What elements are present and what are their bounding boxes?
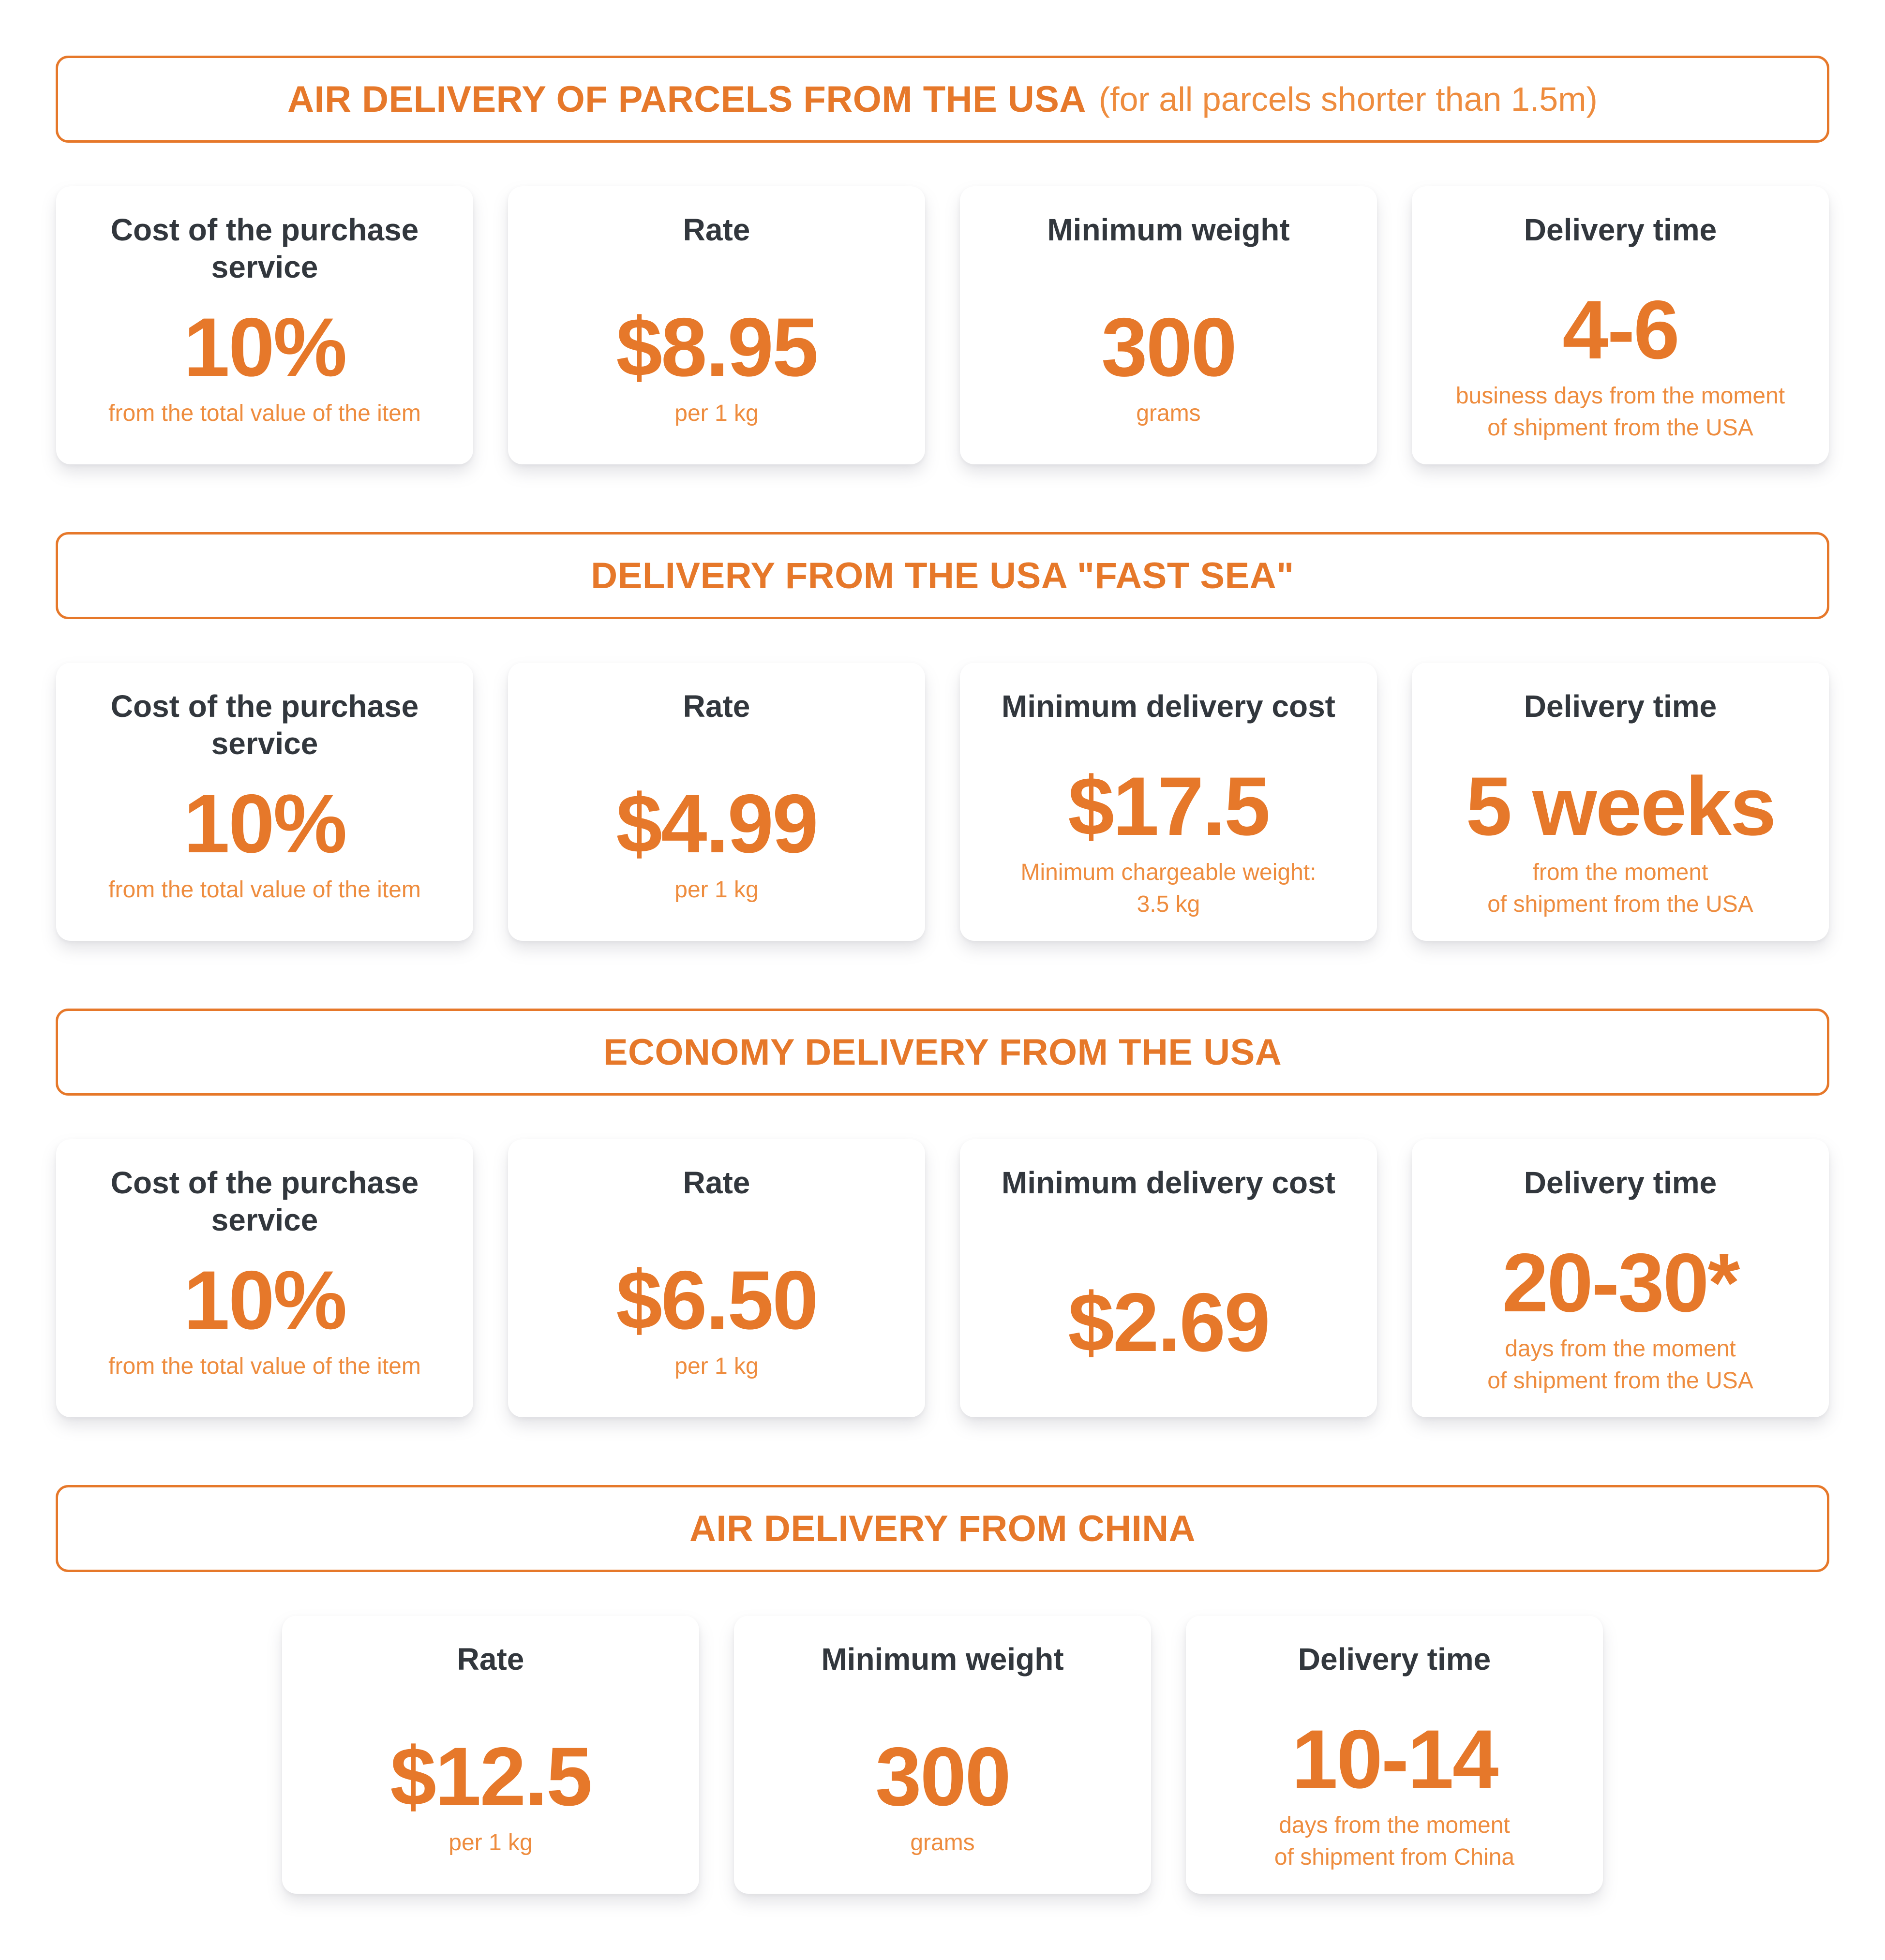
- section-title: AIR DELIVERY OF PARCELS FROM THE USA: [287, 78, 1086, 120]
- card-title: Minimum delivery cost: [1002, 689, 1335, 724]
- cards-row: Cost of the purchase service 10% from th…: [56, 663, 1829, 941]
- info-card: Cost of the purchase service 10% from th…: [56, 1139, 473, 1417]
- card-subtext: from the total value of the item: [108, 876, 421, 903]
- card-subtext: from the moment of shipment from the USA: [1487, 859, 1753, 917]
- section-header: ECONOMY DELIVERY FROM THE USA: [56, 1009, 1829, 1096]
- info-card: Minimum weight 300 grams: [960, 186, 1377, 464]
- card-title: Minimum weight: [1047, 212, 1290, 247]
- card-subtext: per 1 kg: [674, 400, 759, 426]
- section-fast-sea-usa: DELIVERY FROM THE USA "FAST SEA" Cost of…: [56, 532, 1829, 941]
- card-title: Rate: [683, 689, 750, 724]
- card-title: Rate: [457, 1642, 524, 1677]
- card-subtext: per 1 kg: [674, 876, 759, 903]
- card-value: 300: [1101, 300, 1237, 394]
- card-value: 10-14: [1291, 1712, 1499, 1806]
- card-title: Rate: [683, 212, 750, 247]
- card-title: Delivery time: [1524, 689, 1717, 724]
- card-value: 10%: [183, 1253, 347, 1347]
- card-title: Minimum weight: [821, 1642, 1064, 1677]
- cards-row: Cost of the purchase service 10% from th…: [56, 1139, 1829, 1417]
- card-title: Rate: [683, 1165, 750, 1200]
- card-subtext: days from the moment of shipment from th…: [1487, 1336, 1753, 1394]
- card-title: Delivery time: [1524, 1165, 1717, 1200]
- info-card: Cost of the purchase service 10% from th…: [56, 186, 473, 464]
- info-card: Rate $6.50 per 1 kg: [508, 1139, 925, 1417]
- card-subtext: per 1 kg: [674, 1353, 759, 1379]
- section-economy-usa: ECONOMY DELIVERY FROM THE USA Cost of th…: [56, 1009, 1829, 1417]
- info-card: Minimum delivery cost $17.5 Minimum char…: [960, 663, 1377, 941]
- card-value: 10%: [183, 777, 347, 870]
- info-card: Cost of the purchase service 10% from th…: [56, 663, 473, 941]
- card-subtext: from the total value of the item: [108, 400, 421, 426]
- card-subtext: days from the moment of shipment from Ch…: [1274, 1812, 1515, 1870]
- info-card: Minimum weight 300 grams: [734, 1616, 1151, 1894]
- info-card: Delivery time 20-30* days from the momen…: [1412, 1139, 1829, 1417]
- card-subtext: Minimum chargeable weight: 3.5 kg: [1020, 859, 1317, 917]
- info-card: Delivery time 10-14 days from the moment…: [1186, 1616, 1603, 1894]
- card-title: Cost of the purchase service: [110, 212, 419, 284]
- section-air-delivery-usa: AIR DELIVERY OF PARCELS FROM THE USA (fo…: [56, 56, 1829, 464]
- card-subtext: grams: [1136, 400, 1201, 426]
- card-value: 5 weeks: [1466, 759, 1777, 853]
- card-subtext: grams: [910, 1829, 975, 1856]
- card-title: Minimum delivery cost: [1002, 1165, 1335, 1200]
- card-subtext: business days from the moment of shipmen…: [1455, 383, 1785, 441]
- card-subtext: from the total value of the item: [108, 1353, 421, 1379]
- section-title: DELIVERY FROM THE USA "FAST SEA": [591, 555, 1294, 596]
- card-value: 10%: [183, 300, 347, 394]
- card-value: 300: [875, 1730, 1011, 1823]
- info-card: Delivery time 5 weeks from the moment of…: [1412, 663, 1829, 941]
- section-header: DELIVERY FROM THE USA "FAST SEA": [56, 532, 1829, 619]
- card-value: $4.99: [616, 777, 818, 870]
- section-air-delivery-china: AIR DELIVERY FROM CHINA Rate $12.5 per 1…: [56, 1485, 1829, 1894]
- card-title: Cost of the purchase service: [110, 1165, 419, 1237]
- card-value: $8.95: [616, 300, 818, 394]
- card-subtext: per 1 kg: [449, 1829, 533, 1856]
- card-value: 4-6: [1562, 283, 1680, 376]
- section-header: AIR DELIVERY OF PARCELS FROM THE USA (fo…: [56, 56, 1829, 143]
- info-card: Rate $8.95 per 1 kg: [508, 186, 925, 464]
- info-card: Rate $12.5 per 1 kg: [282, 1616, 699, 1894]
- info-card: Rate $4.99 per 1 kg: [508, 663, 925, 941]
- cards-row: Cost of the purchase service 10% from th…: [56, 186, 1829, 464]
- card-value: $12.5: [390, 1730, 592, 1823]
- card-title: Delivery time: [1524, 212, 1717, 247]
- card-value: 20-30*: [1502, 1236, 1740, 1329]
- section-title: ECONOMY DELIVERY FROM THE USA: [603, 1031, 1282, 1073]
- card-title: Cost of the purchase service: [110, 689, 419, 761]
- info-card: Minimum delivery cost $2.69: [960, 1139, 1377, 1417]
- section-title: AIR DELIVERY FROM CHINA: [689, 1508, 1196, 1549]
- section-title-note: (for all parcels shorter than 1.5m): [1098, 80, 1598, 118]
- card-title: Delivery time: [1298, 1642, 1491, 1677]
- card-value: $17.5: [1068, 759, 1270, 853]
- info-card: Delivery time 4-6 business days from the…: [1412, 186, 1829, 464]
- card-value: $2.69: [1068, 1276, 1270, 1369]
- cards-row: Rate $12.5 per 1 kg Minimum weight 300 g…: [56, 1616, 1829, 1894]
- card-value: $6.50: [616, 1253, 818, 1347]
- section-header: AIR DELIVERY FROM CHINA: [56, 1485, 1829, 1572]
